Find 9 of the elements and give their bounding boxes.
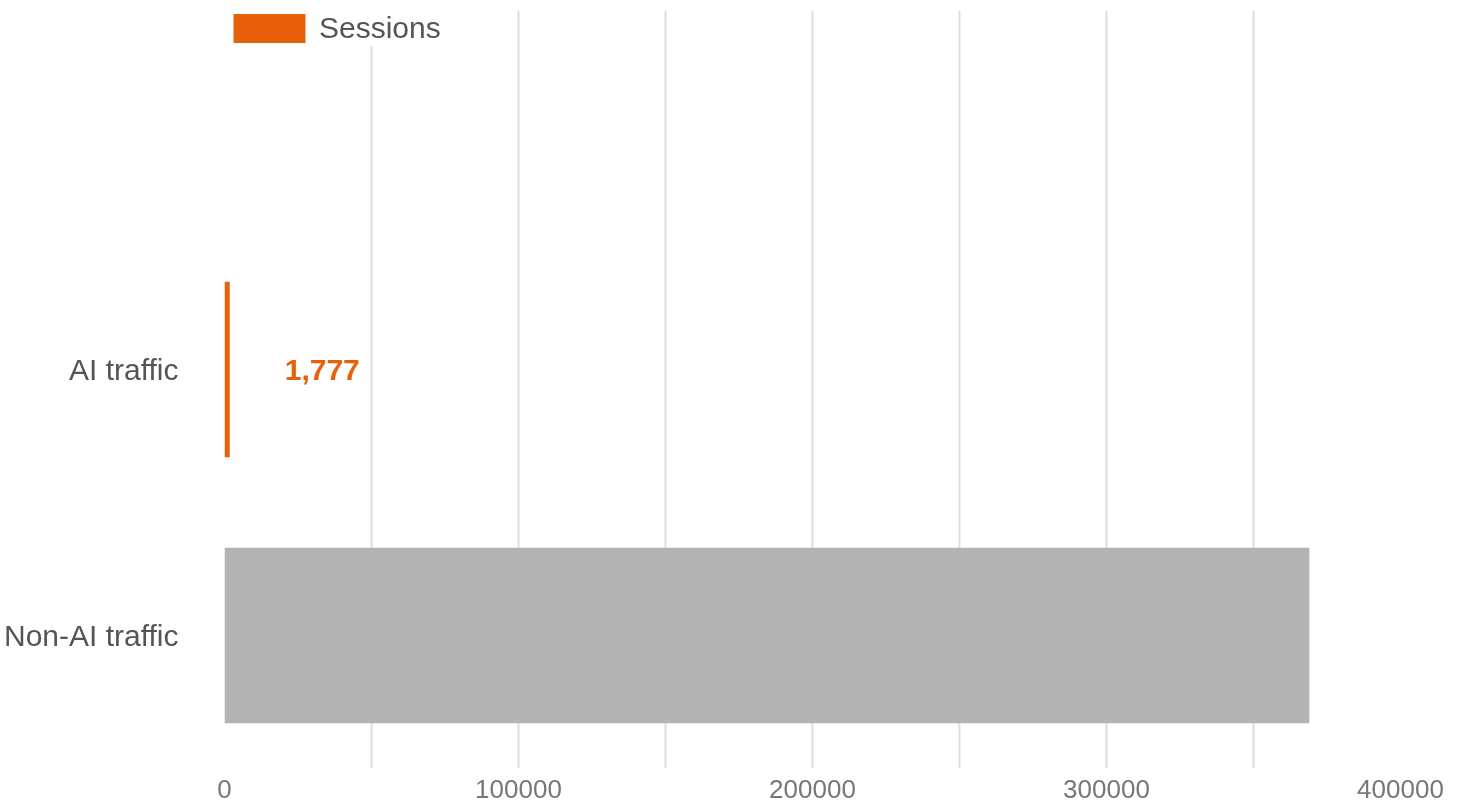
y-tick-label: Non-AI traffic xyxy=(3,619,179,653)
x-tick-label: 400000 xyxy=(1357,773,1444,804)
legend-label: Sessions xyxy=(319,11,441,45)
x-tick-label: 0 xyxy=(217,773,232,804)
x-tick-label: 200000 xyxy=(769,773,856,804)
y-tick-label: AI traffic xyxy=(69,353,179,387)
data-label: 1,777 xyxy=(284,352,360,386)
x-tick-label: 100000 xyxy=(475,773,562,804)
x-tick-label: 300000 xyxy=(1063,773,1150,804)
